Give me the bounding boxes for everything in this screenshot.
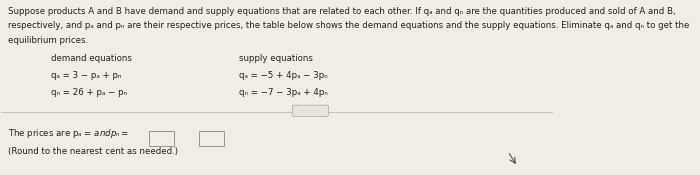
Text: (Round to the nearest cent as needed.): (Round to the nearest cent as needed.) bbox=[8, 147, 178, 156]
Text: respectively, and pₐ and pₙ are their respective prices, the table below shows t: respectively, and pₐ and pₙ are their re… bbox=[8, 21, 690, 30]
Text: qₐ = 3 − pₐ + pₙ: qₐ = 3 − pₐ + pₙ bbox=[51, 71, 122, 80]
Text: Suppose products A and B have demand and supply equations that are related to ea: Suppose products A and B have demand and… bbox=[8, 6, 676, 16]
FancyBboxPatch shape bbox=[148, 131, 174, 146]
Text: qₙ = 26 + pₐ − pₙ: qₙ = 26 + pₐ − pₙ bbox=[51, 88, 127, 97]
Text: supply equations: supply equations bbox=[239, 54, 313, 63]
FancyBboxPatch shape bbox=[293, 105, 328, 116]
Text: · · · · ·: · · · · · bbox=[302, 108, 319, 113]
Text: qₐ = −5 + 4pₐ − 3pₙ: qₐ = −5 + 4pₐ − 3pₙ bbox=[239, 71, 328, 80]
Text: demand equations: demand equations bbox=[51, 54, 132, 63]
Text: The prices are pₐ = $     and pₙ = $: The prices are pₐ = $ and pₙ = $ bbox=[8, 127, 129, 140]
Text: equilibrium prices.: equilibrium prices. bbox=[8, 36, 88, 45]
FancyBboxPatch shape bbox=[199, 131, 224, 146]
Text: qₙ = −7 − 3pₐ + 4pₙ: qₙ = −7 − 3pₐ + 4pₙ bbox=[239, 88, 328, 97]
